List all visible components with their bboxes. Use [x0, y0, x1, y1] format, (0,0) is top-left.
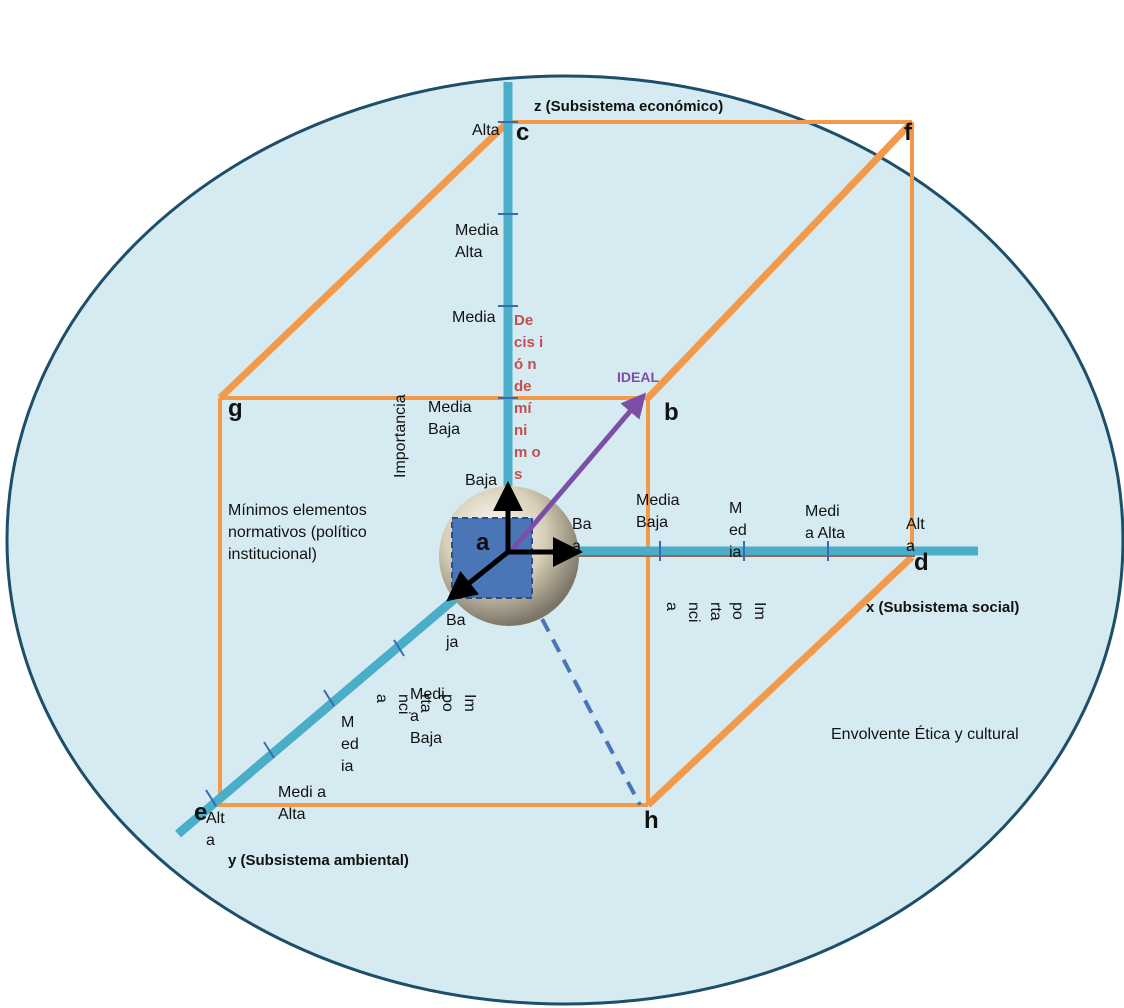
y-tick — [323, 689, 335, 707]
minimum-elements-label: Mínimos elementos normativos (político i… — [228, 502, 367, 563]
arrow-down-left — [446, 550, 510, 602]
x-level-media: M ed ia — [729, 500, 747, 561]
vertex-f-label: f — [904, 119, 912, 146]
x-level-media-baja: Media Baja — [636, 492, 680, 531]
x-level-alta: Alt a — [906, 516, 925, 555]
vertex-c-label: c — [516, 119, 530, 146]
z-level-media-baja: Media Baja — [428, 399, 472, 438]
y-level-baja: Ba ja — [446, 612, 466, 651]
vertex-b-label: b — [664, 399, 679, 426]
vertex-e-label: e — [194, 799, 208, 826]
cube-edges — [212, 119, 915, 808]
ideal-arrow — [510, 392, 647, 552]
y-tick — [393, 639, 405, 657]
y-level-media-alta: Medi a Alta — [278, 784, 327, 823]
minimum-arrows — [446, 481, 583, 602]
z-level-alta: Alta — [472, 122, 500, 139]
vertex-a-label: a — [476, 529, 490, 556]
z-importance-label: Importancia — [392, 394, 409, 478]
z-axis-title: z (Subsistema económico) — [534, 98, 724, 115]
x-axis-title: x (Subsistema social) — [866, 599, 1020, 616]
edge-d-h — [645, 554, 915, 808]
vertex-g-label: g — [228, 395, 243, 422]
y-level-alta: Alt a — [206, 810, 225, 849]
ideal-label: IDEAL — [617, 369, 659, 385]
x-level-baja: Ba a — [572, 516, 592, 555]
z-level-baja: Baja — [465, 472, 498, 489]
vertex-d-label: d — [914, 549, 929, 576]
edge-c-g — [217, 119, 511, 401]
y-axis-title: y (Subsistema ambiental) — [228, 852, 409, 869]
y-tick — [205, 789, 217, 807]
y-level-media: M ed ia — [341, 714, 359, 775]
z-level-media-alta: Media Alta — [455, 222, 499, 261]
y-importance-label: Im po rta nci a — [373, 694, 478, 715]
edge-f-b — [645, 119, 915, 401]
z-level-media: Media — [452, 309, 496, 326]
envelope-label: Envolvente Ética y cultural — [831, 726, 1019, 743]
decision-label: De cis ió n de mí ni m os — [514, 312, 544, 483]
y-tick — [263, 741, 275, 759]
y-level-media-baja: Medi a Baja — [410, 686, 445, 747]
x-level-media-alta: Medi a Alta — [805, 503, 846, 542]
y-axis — [175, 552, 508, 838]
axis-ticks — [205, 121, 829, 807]
vertex-h-label: h — [644, 807, 659, 834]
x-importance-label: Im po rta nci a — [663, 602, 768, 623]
